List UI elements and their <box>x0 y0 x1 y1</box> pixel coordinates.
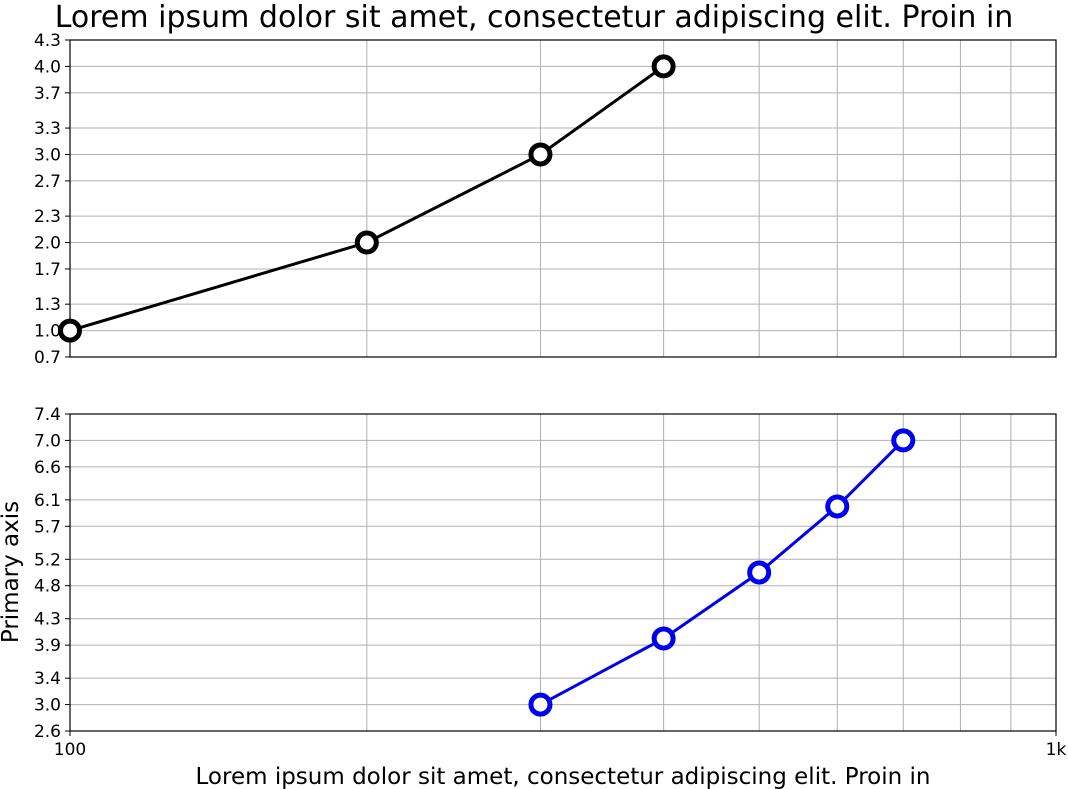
y-tick-label: 3.0 <box>34 145 61 165</box>
y-tick-label: 0.7 <box>34 348 61 368</box>
y-tick-label: 1.0 <box>34 322 61 342</box>
panel-2: 2.6 3.0 3.4 3.9 4.3 4.8 5.2 5.7 6.1 6.6 7.0 7.4 100 1… <box>34 405 1067 760</box>
data-point <box>528 142 553 167</box>
y-tick-label: 5.7 <box>34 517 61 537</box>
y-axis-label: Primary axis <box>0 501 24 643</box>
series-line <box>539 439 905 706</box>
y-tick-label: 7.0 <box>34 431 61 451</box>
y-tick-label: 2.0 <box>34 234 61 254</box>
panel-1: 0.7 1.0 1.3 1.7 2.0 2.3 2.7 3.0 3.3 3.7 4.0 4.3 <box>34 31 1057 368</box>
y-tick-label: 3.7 <box>34 84 61 104</box>
y-tick-label: 4.8 <box>34 577 61 597</box>
y-tick-label: 2.7 <box>34 172 61 192</box>
y-tick-label: 2.3 <box>34 207 61 227</box>
y-tick-label: 3.9 <box>34 636 61 656</box>
data-point <box>354 230 379 255</box>
y-tick-label: 1.7 <box>34 260 61 280</box>
x-axis-label: Lorem ipsum dolor sit amet, consectetur … <box>196 764 931 789</box>
y-tick-label: 7.4 <box>34 405 61 425</box>
y-tick-label: 2.6 <box>34 722 61 742</box>
y-tick-label: 4.0 <box>34 57 61 77</box>
y-tick-label: 3.3 <box>34 119 61 139</box>
data-point <box>58 318 82 343</box>
y-tick-label: 1.3 <box>34 295 61 315</box>
y-tick-label: 6.6 <box>34 458 61 478</box>
data-point <box>747 560 772 585</box>
y-tick-label: 4.3 <box>34 610 61 630</box>
data-point <box>651 626 676 651</box>
data-point <box>528 692 553 717</box>
plot-frame <box>69 413 1057 732</box>
plot-frame <box>69 39 1057 358</box>
y-tick-label: 3.0 <box>34 696 61 716</box>
data-point <box>891 428 916 453</box>
y-tick-label: 3.4 <box>34 669 61 689</box>
data-point <box>651 54 676 79</box>
data-point <box>825 494 850 519</box>
y-tick-label: 5.2 <box>34 550 61 570</box>
y-tick-label: 6.1 <box>34 491 61 511</box>
y-tick-label: 4.3 <box>34 31 61 51</box>
series-line <box>69 65 665 333</box>
x-tick-label: 1k <box>1046 740 1067 760</box>
chart-title: Lorem ipsum dolor sit amet, consectetur … <box>55 0 1014 35</box>
x-tick-label: 100 <box>54 740 86 760</box>
